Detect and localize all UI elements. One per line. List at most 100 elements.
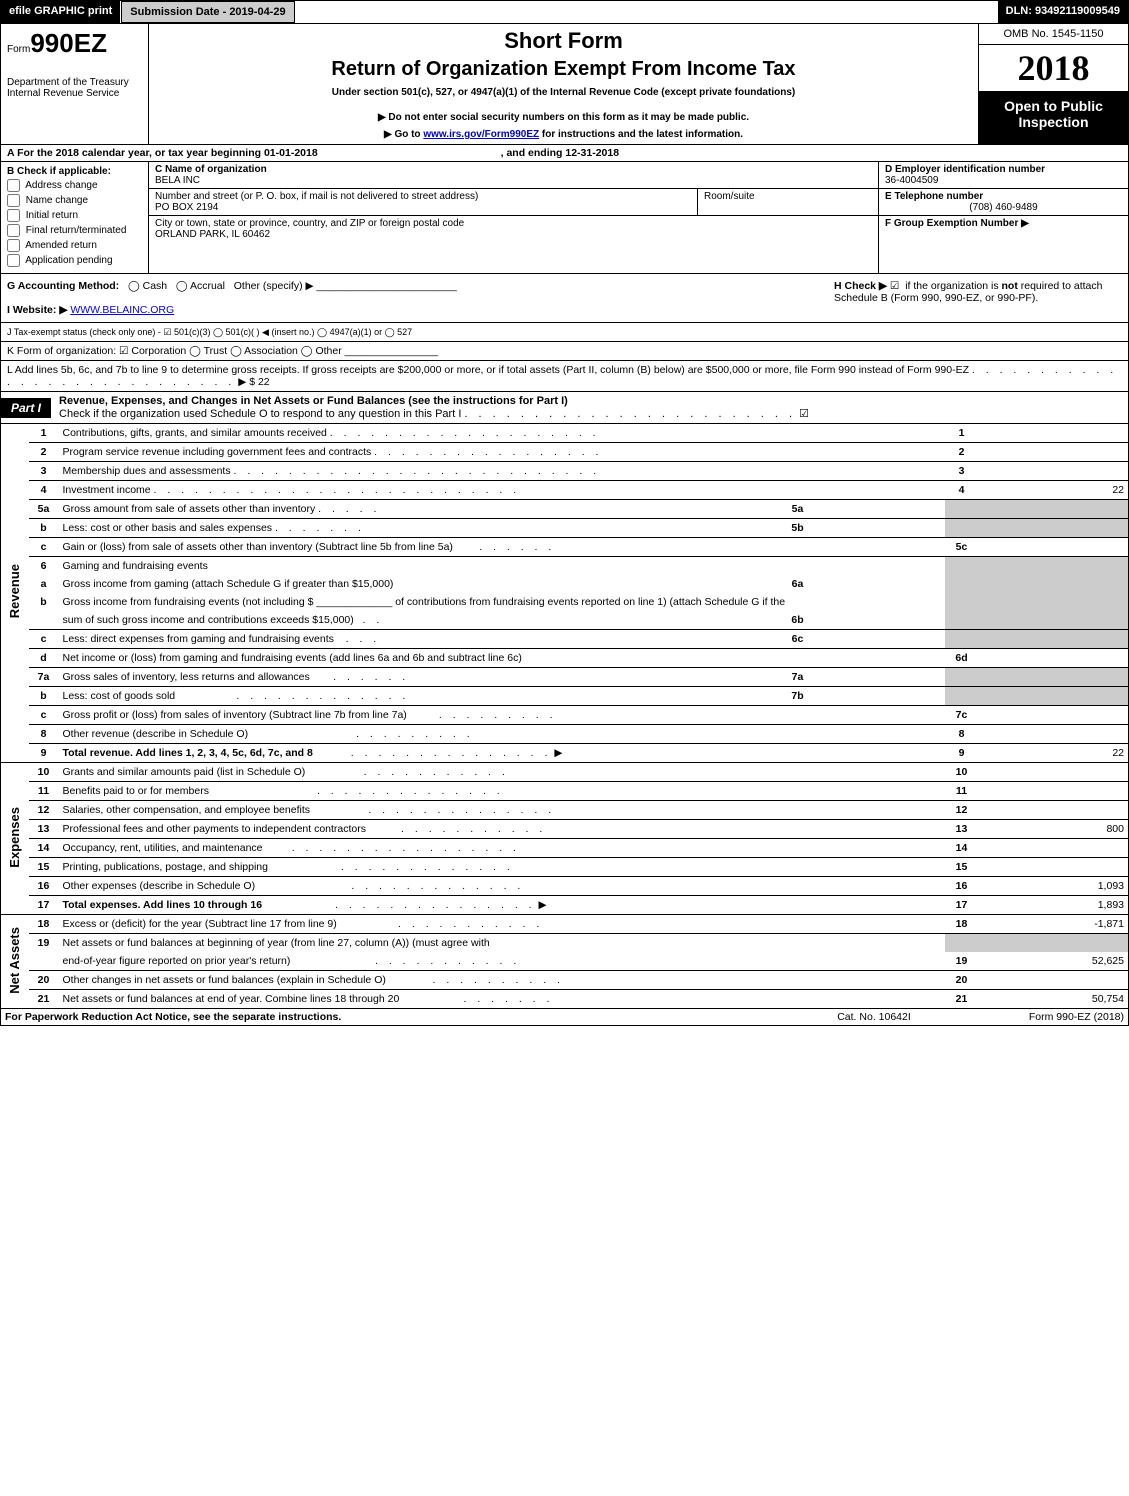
part1-label: Part I [1, 398, 51, 418]
line-9: 9 Total revenue. Add lines 1, 2, 3, 4, 5… [1, 744, 1129, 763]
line-5b: b Less: cost or other basis and sales ex… [1, 519, 1129, 538]
e-phone-block: E Telephone number (708) 460-9489 [879, 189, 1128, 216]
open-public-2: Inspection [981, 114, 1126, 130]
part1-header: Part I Revenue, Expenses, and Changes in… [0, 392, 1129, 424]
l15-box: 15 [945, 858, 979, 877]
l5a-desc: Gross amount from sale of assets other t… [63, 503, 316, 515]
l16-desc: Other expenses (describe in Schedule O) [63, 880, 256, 892]
cb-initial[interactable]: Initial return [7, 209, 142, 222]
b-name-block: C Name of organization BELA INC [149, 162, 878, 189]
h-not: not [1002, 280, 1018, 292]
row-a-prefix: A For the 2018 calendar year, or tax yea… [7, 147, 264, 159]
l6b2-desc: sum of such gross income and contributio… [63, 614, 354, 626]
efile-print-button[interactable]: efile GRAPHIC print [1, 1, 121, 23]
lines-table: Revenue 1 Contributions, gifts, grants, … [0, 424, 1129, 1009]
g-cash[interactable]: Cash [143, 280, 168, 292]
l17-box: 17 [945, 896, 979, 915]
l19-desc: Net assets or fund balances at beginning… [63, 937, 490, 949]
shade-amt [979, 593, 1129, 611]
l11-desc: Benefits paid to or for members [63, 785, 209, 797]
l2-num: 2 [29, 443, 59, 462]
row-a-begin: 01-01-2018 [264, 147, 318, 159]
h-check: H Check ▶ ☑ if the organization is not r… [828, 274, 1128, 322]
l10-desc: Grants and similar amounts paid (list in… [63, 766, 306, 778]
l6d-desc: Net income or (loss) from gaming and fun… [63, 652, 522, 664]
header-right: OMB No. 1545-1150 2018 Open to Public In… [978, 24, 1128, 144]
goto-line: ▶ Go to www.irs.gov/Form990EZ for instru… [157, 129, 970, 140]
row-a-end: 12-31-2018 [565, 147, 619, 159]
h-text1: if the organization is [905, 280, 1001, 292]
l21-num: 21 [29, 990, 59, 1009]
l1-val [979, 424, 1129, 443]
goto-link[interactable]: www.irs.gov/Form990EZ [423, 129, 539, 140]
part1-title: Revenue, Expenses, and Changes in Net As… [59, 395, 568, 407]
l14-num: 14 [29, 839, 59, 858]
line-16: 16 Other expenses (describe in Schedule … [1, 877, 1129, 896]
website-link[interactable]: WWW.BELAINC.ORG [70, 304, 174, 316]
l5b-subval [815, 519, 945, 538]
line-2: 2 Program service revenue including gove… [1, 443, 1129, 462]
l13-val: 800 [979, 820, 1129, 839]
f-group-block: F Group Exemption Number ▶ [879, 216, 1128, 231]
shade-amt [979, 557, 1129, 576]
line-18: Net Assets 18 Excess or (deficit) for th… [1, 915, 1129, 934]
l3-num: 3 [29, 462, 59, 481]
l9-desc: Total revenue. Add lines 1, 2, 3, 4, 5c,… [63, 747, 313, 759]
shade-amt [979, 934, 1129, 953]
cb-pending[interactable]: Application pending [7, 254, 142, 267]
l21-desc: Net assets or fund balances at end of ye… [63, 993, 400, 1005]
d-label: D Employer identification number [885, 164, 1045, 175]
line-19b: end-of-year figure reported on prior yea… [1, 952, 1129, 971]
l5c-desc: Gain or (loss) from sale of assets other… [63, 541, 453, 553]
l18-box: 18 [945, 915, 979, 934]
l7a-subval [815, 668, 945, 687]
part1-check-text: Check if the organization used Schedule … [59, 408, 461, 420]
expenses-section-label: Expenses [7, 807, 22, 868]
cb-final[interactable]: Final return/terminated [7, 224, 142, 237]
cb-addr-change[interactable]: Address change [7, 179, 142, 192]
l7b-sub: 7b [781, 687, 815, 706]
line-20: 20 Other changes in net assets or fund b… [1, 971, 1129, 990]
l6b-desc2: of contributions from fundraising events… [395, 596, 785, 608]
line-7a: 7a Gross sales of inventory, less return… [1, 668, 1129, 687]
l-text: L Add lines 5b, 6c, and 7b to line 9 to … [7, 364, 969, 376]
l3-desc: Membership dues and assessments [63, 465, 231, 477]
l20-num: 20 [29, 971, 59, 990]
l19-box: 19 [945, 952, 979, 971]
l7c-desc: Gross profit or (loss) from sales of inv… [63, 709, 407, 721]
b-city: City or town, state or province, country… [149, 216, 878, 273]
b-addr: Number and street (or P. O. box, if mail… [149, 189, 698, 215]
l7b-num: b [29, 687, 59, 706]
l1-box: 1 [945, 424, 979, 443]
l1-num: 1 [29, 424, 59, 443]
g-accounting: G Accounting Method: ◯ Cash ◯ Accrual Ot… [1, 274, 828, 322]
l9-val: 22 [979, 744, 1129, 763]
l2-box: 2 [945, 443, 979, 462]
l6d-val [979, 649, 1129, 668]
g-accrual[interactable]: Accrual [190, 280, 225, 292]
open-public-1: Open to Public [981, 98, 1126, 114]
l14-box: 14 [945, 839, 979, 858]
footer-right: Form 990-EZ (2018) [974, 1011, 1124, 1023]
l4-num: 4 [29, 481, 59, 500]
omb-number: OMB No. 1545-1150 [979, 24, 1128, 45]
open-public: Open to Public Inspection [979, 92, 1128, 144]
row-a: A For the 2018 calendar year, or tax yea… [0, 145, 1129, 162]
l12-desc: Salaries, other compensation, and employ… [63, 804, 310, 816]
form-header: Form990EZ Department of the Treasury Int… [0, 24, 1129, 145]
l6d-box: 6d [945, 649, 979, 668]
submission-date: Submission Date - 2019-04-29 [121, 1, 294, 23]
l5a-subval [815, 500, 945, 519]
blank [29, 952, 59, 971]
l16-box: 16 [945, 877, 979, 896]
line-3: 3 Membership dues and assessments . . . … [1, 462, 1129, 481]
g-other[interactable]: Other (specify) ▶ [234, 280, 314, 292]
cb-name-change[interactable]: Name change [7, 194, 142, 207]
cb-amended[interactable]: Amended return [7, 239, 142, 252]
j-text: J Tax-exempt status (check only one) - ☑… [7, 327, 412, 337]
l16-num: 16 [29, 877, 59, 896]
row-a-middle: , and ending [501, 147, 566, 159]
line-7c: c Gross profit or (loss) from sales of i… [1, 706, 1129, 725]
dept-treasury: Department of the Treasury [7, 77, 142, 88]
l6d-num: d [29, 649, 59, 668]
